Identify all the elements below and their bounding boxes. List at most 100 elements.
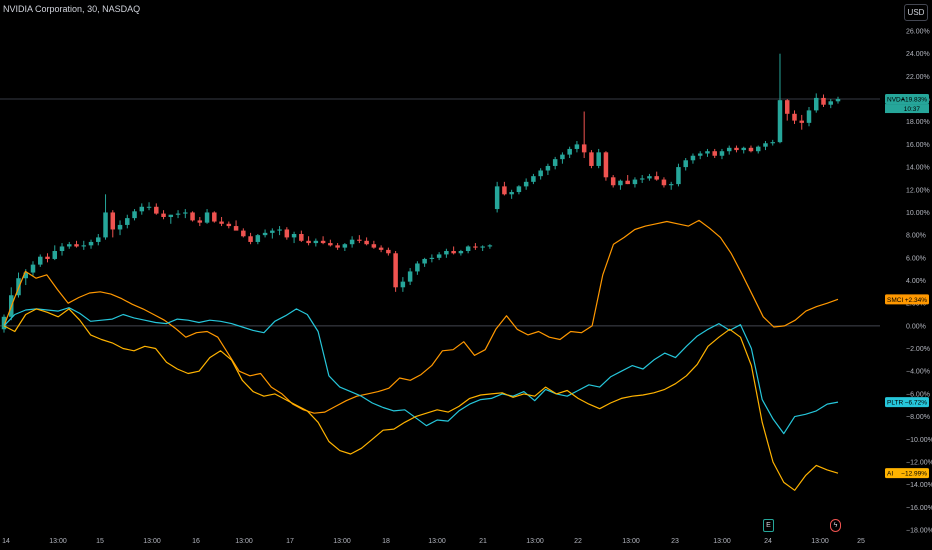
candle-body [487, 245, 493, 247]
candle-body [465, 246, 471, 252]
candle-body [45, 256, 50, 259]
candle-body [813, 97, 819, 111]
candle-body [139, 206, 145, 212]
candle-body [183, 212, 188, 214]
y-tick-label: −12.00% [906, 459, 932, 466]
candle-body [451, 251, 456, 254]
candle-body [538, 170, 543, 177]
candle-body [219, 221, 224, 224]
candle-body [835, 99, 841, 102]
badge-background [885, 397, 929, 408]
lightning-icon[interactable]: ϟ [830, 519, 841, 532]
x-tick-label: 14 [2, 538, 10, 545]
candle-body [531, 176, 536, 182]
price-badge-ai[interactable]: AI −12.99% [885, 468, 929, 479]
candle-body [639, 178, 645, 180]
x-tick-label: 15 [96, 538, 104, 545]
candle-body [748, 147, 754, 152]
x-axis[interactable]: 14 13:00 15 13:00 16 13:00 17 13:00 18 13:00 21 13:… [2, 538, 865, 545]
y-tick-label: 8.00% [906, 233, 926, 240]
candle-body [494, 186, 500, 210]
symbol-name: NVIDIA Corporation [3, 4, 83, 14]
currency-button[interactable]: USD [904, 4, 928, 21]
candle-body [770, 142, 775, 144]
symbol-header: NVIDIA Corporation, 30, NASDAQ [3, 4, 140, 14]
badge-label: SMCI [887, 297, 903, 304]
x-tick-label: 13:00 [235, 538, 253, 545]
candle-body [821, 97, 826, 105]
x-tick-label: 13:00 [526, 538, 544, 545]
candle-body [828, 101, 833, 105]
series-line-ai[interactable] [3, 308, 839, 491]
candle-body [712, 151, 717, 156]
x-tick-label: 18 [382, 538, 390, 545]
x-tick-label: 24 [764, 538, 772, 545]
badge-value: −12.99% [901, 471, 927, 478]
y-tick-label: 22.00% [906, 74, 930, 81]
x-tick-label: 13:00 [49, 538, 67, 545]
y-tick-label: −6.00% [906, 391, 930, 398]
candle-body [618, 180, 623, 186]
candle-body [335, 245, 340, 248]
candle-body [429, 257, 435, 259]
candle-body [81, 245, 87, 247]
candle-body [364, 240, 369, 245]
candle-body [596, 152, 601, 166]
candle-body [647, 176, 652, 179]
x-tick-label: 13:00 [713, 538, 731, 545]
badge-label: PLTR [887, 400, 903, 407]
candle-body [146, 206, 152, 208]
candle-body [270, 230, 275, 233]
candle-body [422, 258, 427, 264]
candle-body [574, 144, 580, 149]
series-line-smci[interactable] [3, 219, 839, 414]
candle-body [581, 144, 587, 153]
candle-body [132, 211, 137, 219]
candle-body [328, 243, 333, 246]
y-tick-label: 24.00% [906, 51, 930, 58]
candle-body [705, 151, 710, 154]
candle-body [59, 246, 65, 252]
candle-body [690, 155, 696, 161]
candle-body [125, 218, 130, 225]
price-badge-smci[interactable]: SMCI +2.34% [885, 294, 929, 305]
price-badge-nvda[interactable]: NVDA+19.83% [885, 94, 929, 105]
y-tick-label: 10.00% [906, 210, 930, 217]
badge-value: −6.72% [905, 400, 927, 407]
y-tick-label: 18.00% [906, 119, 930, 126]
candle-body [1, 316, 7, 330]
badge-background [885, 294, 929, 305]
x-tick-label: 25 [857, 538, 865, 545]
badge-label: AI [887, 471, 893, 478]
candle-body [74, 244, 79, 247]
candle-body [502, 186, 507, 195]
series-line-pltr[interactable] [3, 307, 839, 435]
candle-body [96, 237, 101, 242]
x-tick-label: 13:00 [622, 538, 640, 545]
candle-body [625, 180, 630, 185]
candle-body [23, 272, 29, 279]
candle-body [545, 165, 551, 171]
candle-body [777, 100, 783, 143]
candle-body [436, 254, 442, 258]
candle-body [52, 251, 58, 259]
candle-body [473, 246, 478, 248]
candle-body [610, 177, 616, 186]
badge-time: 10:37 [904, 106, 921, 113]
candle-body [277, 229, 282, 231]
candle-body [458, 251, 464, 254]
candle-body [342, 244, 348, 248]
candle-body [67, 244, 72, 247]
x-tick-label: 13:00 [333, 538, 351, 545]
price-badge-pltr[interactable]: PLTR −6.72% [885, 397, 929, 408]
header-separator: , [82, 4, 88, 14]
badge-background [885, 468, 929, 479]
badge-value: +2.34% [905, 297, 927, 304]
y-tick-label: −14.00% [906, 482, 932, 489]
earnings-icon[interactable]: E [763, 519, 774, 532]
candle-body [371, 244, 377, 248]
candle-body [799, 120, 804, 123]
y-tick-label: 4.00% [906, 278, 926, 285]
y-tick-label: 12.00% [906, 187, 930, 194]
